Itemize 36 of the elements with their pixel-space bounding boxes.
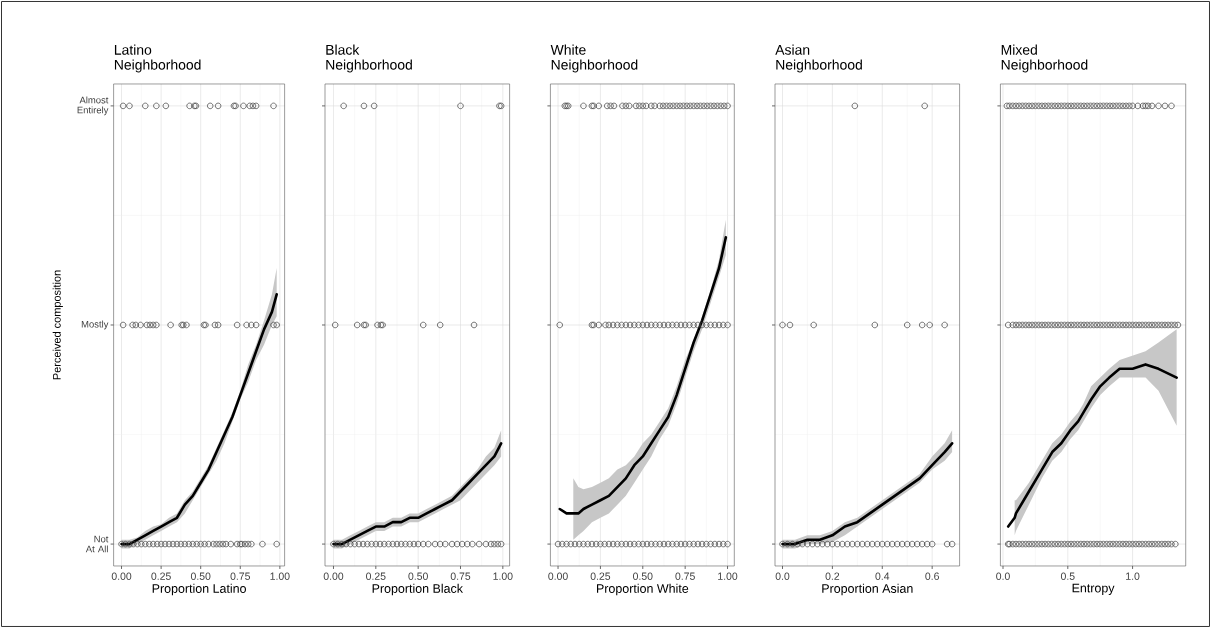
x-tick-label: 0.00 [111, 572, 132, 580]
x-axis-title: Proportion White [597, 583, 689, 596]
x-tick-label: 0.50 [190, 572, 211, 580]
x-tick-label: 1.0 [1126, 572, 1140, 580]
x-tick-label: 0.75 [230, 572, 251, 580]
x-tick-label: 0.6 [925, 572, 939, 580]
x-axis-title: Proportion Black [372, 583, 463, 596]
chart-title: Asian Neighborhood [775, 44, 862, 73]
x-tick-label: 1.00 [270, 572, 290, 580]
chart-title: White Neighborhood [550, 44, 638, 73]
text: Almost Entirely [77, 96, 109, 116]
x-tick-label: 1.00 [718, 572, 738, 580]
text: Not At All [85, 535, 109, 553]
x-axis-title: Proportion Asian [822, 583, 913, 596]
x-tick-label: 0.25 [366, 572, 386, 580]
x-axis-title: Entropy [1072, 583, 1115, 595]
x-tick-label: 0.75 [675, 572, 695, 580]
x-tick-label: 0.25 [590, 572, 611, 580]
x-tick-label: 0.5 [1060, 572, 1075, 580]
y-axis-title: Perceived composition [52, 270, 63, 380]
chart-title: Mixed Neighborhood [1001, 44, 1088, 73]
chart-title: Latino Neighborhood [114, 44, 201, 73]
x-tick-label: 0.25 [151, 572, 171, 580]
chart-title: Black Neighborhood [326, 44, 412, 73]
x-tick-label: 0.00 [548, 572, 568, 580]
text: Mostly [81, 320, 109, 330]
x-tick-label: 0.0 [996, 572, 1010, 580]
x-tick-label: 0.0 [775, 572, 790, 580]
x-tick-label: 0.00 [323, 572, 344, 580]
x-tick-label: 0.2 [825, 572, 840, 580]
x-tick-label: 0.75 [450, 572, 471, 580]
x-axis-title: Proportion Latino [152, 583, 246, 596]
x-tick-label: 0.4 [875, 572, 890, 580]
x-tick-label: 0.50 [408, 572, 428, 580]
x-tick-label: 1.00 [493, 572, 513, 580]
x-tick-label: 0.50 [633, 572, 653, 580]
